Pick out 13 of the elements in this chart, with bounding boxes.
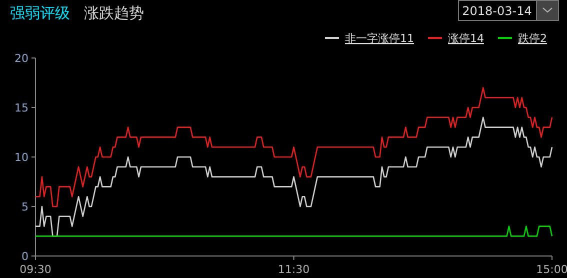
legend-label: 非一字涨停11 [345, 32, 414, 45]
y-tick-label: 10 [14, 151, 28, 164]
y-tick-label: 0 [22, 250, 28, 263]
annotation: 2018-03-14 [458, 0, 559, 21]
y-tick-label: 15 [14, 102, 28, 114]
legend-label: 跌停2 [518, 32, 547, 45]
legend-label: 涨停14 [448, 32, 484, 45]
x-tick-label: 09:30 [20, 263, 52, 276]
x-tick-label: 15:00 [536, 263, 567, 276]
y-tick-label: 20 [14, 52, 28, 65]
y-tick-label: 5 [22, 200, 28, 214]
title: 强弱评级 涨跌趋势 [10, 4, 144, 22]
x-tick-label: 11:30 [278, 263, 310, 276]
